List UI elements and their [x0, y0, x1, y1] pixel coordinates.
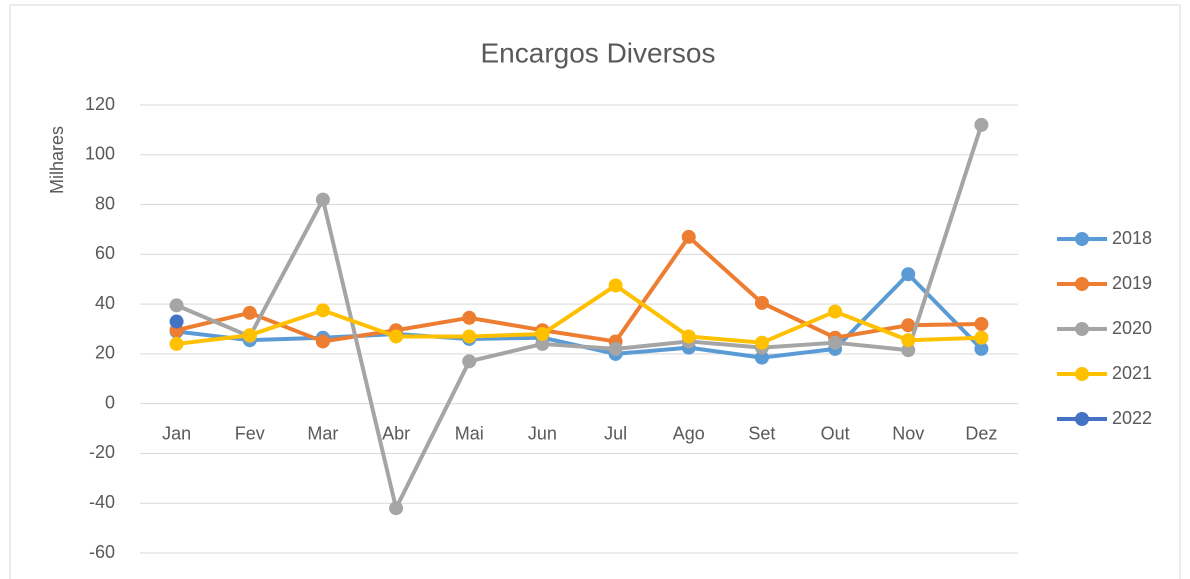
data-point: [315, 192, 330, 207]
y-tick-label: 20: [95, 343, 115, 363]
x-tick-label: Dez: [965, 423, 997, 443]
legend-marker: [1075, 322, 1089, 336]
data-point: [242, 305, 257, 320]
data-point: [462, 329, 477, 344]
x-tick-label: Mar: [307, 423, 338, 443]
x-tick-label: Mai: [455, 423, 484, 443]
legend-marker: [1075, 277, 1089, 291]
y-tick-label: 120: [85, 94, 115, 114]
y-axis-label: Milhares: [47, 126, 67, 194]
x-tick-label: Fev: [235, 423, 265, 443]
data-point: [901, 343, 916, 358]
x-tick-label: Jul: [604, 423, 627, 443]
data-point: [754, 295, 769, 310]
series-line: [176, 234, 982, 344]
legend-label: 2022: [1112, 408, 1152, 428]
y-tick-label: 40: [95, 293, 115, 313]
data-point: [389, 329, 404, 344]
data-point: [462, 310, 477, 325]
y-tick-label: 80: [95, 193, 115, 213]
data-point: [828, 304, 843, 319]
data-point: [974, 330, 989, 345]
data-point: [901, 318, 916, 333]
legend-marker: [1075, 412, 1089, 426]
data-point: [315, 334, 330, 349]
legend-marker: [1075, 232, 1089, 246]
data-point: [974, 317, 989, 332]
data-point: [901, 333, 916, 348]
legend-label: 2018: [1112, 228, 1152, 248]
data-point: [462, 354, 477, 369]
x-tick-label: Jun: [528, 423, 557, 443]
y-tick-label: 100: [85, 144, 115, 164]
series-line: [175, 124, 984, 511]
chart-frame: [9, 4, 1181, 579]
data-point: [389, 501, 404, 516]
x-tick-label: Nov: [892, 423, 924, 443]
data-point: [754, 350, 769, 365]
legend-label: 2019: [1112, 273, 1152, 293]
y-tick-label: 0: [105, 392, 115, 412]
y-tick-label: -60: [89, 542, 115, 562]
data-point: [974, 117, 989, 132]
data-point: [315, 303, 330, 318]
data-point: [754, 335, 769, 350]
data-point: [535, 326, 550, 341]
x-tick-label: Set: [748, 423, 775, 443]
y-tick-label: 60: [95, 243, 115, 263]
x-tick-label: Out: [821, 423, 850, 443]
data-point: [169, 314, 184, 329]
data-point: [169, 336, 184, 351]
data-point: [901, 267, 916, 282]
y-tick-label: -40: [89, 492, 115, 512]
series-line: [176, 283, 982, 346]
data-point: [242, 328, 257, 343]
data-point: [681, 329, 696, 344]
data-point: [608, 341, 623, 356]
data-point: [828, 335, 843, 350]
data-point: [169, 298, 184, 313]
x-tick-label: Ago: [673, 423, 705, 443]
y-tick-label: -20: [89, 442, 115, 462]
data-point: [535, 336, 550, 351]
legend-label: 2020: [1112, 318, 1152, 338]
x-tick-label: Jan: [162, 423, 191, 443]
chart-title: Encargos Diversos: [481, 37, 716, 68]
legend-label: 2021: [1112, 363, 1152, 383]
legend-marker: [1075, 367, 1089, 381]
data-point: [974, 341, 989, 356]
x-tick-label: Abr: [382, 423, 410, 443]
data-point: [608, 278, 623, 293]
data-point: [681, 229, 696, 244]
